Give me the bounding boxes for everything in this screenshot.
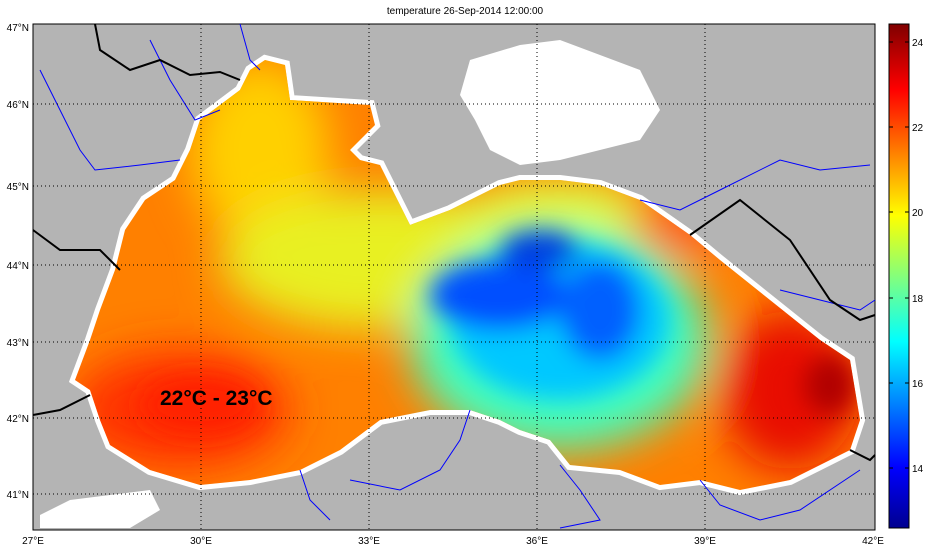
colorbar-tick: 18 bbox=[912, 294, 924, 305]
colorbar-tick: 20 bbox=[912, 208, 924, 219]
lon-tick: 33°E bbox=[358, 536, 380, 547]
map-title: temperature 26-Sep-2014 12:00:00 bbox=[386, 6, 544, 17]
lat-tick: 43°N bbox=[7, 338, 29, 349]
colorbar-tick: 14 bbox=[912, 464, 924, 475]
colorbar: 24 22 20 18 16 14 bbox=[888, 23, 924, 529]
colorbar-tick: 16 bbox=[912, 379, 924, 390]
lat-tick: 41°N bbox=[7, 490, 29, 501]
lat-tick: 46°N bbox=[7, 100, 29, 111]
lat-tick: 45°N bbox=[7, 182, 29, 193]
lon-tick: 39°E bbox=[694, 536, 716, 547]
lon-tick: 27°E bbox=[22, 536, 44, 547]
lon-tick: 30°E bbox=[190, 536, 212, 547]
temperature-annotation: 22°C - 23°C bbox=[160, 387, 273, 410]
lon-tick: 42°E bbox=[862, 536, 884, 547]
lat-tick-labels: 47°N 46°N 45°N 44°N 43°N 42°N 41°N bbox=[7, 23, 29, 501]
colorbar-tick: 22 bbox=[912, 123, 924, 134]
borders bbox=[32, 23, 876, 462]
lat-tick: 44°N bbox=[7, 261, 29, 272]
colorbar-tick: 24 bbox=[912, 38, 924, 49]
marmara-sea bbox=[40, 490, 160, 528]
map-frame: 22°C - 23°C bbox=[32, 23, 876, 531]
lat-tick: 42°N bbox=[7, 414, 29, 425]
sea-of-azov bbox=[460, 40, 660, 165]
colorbar-gradient bbox=[888, 23, 910, 529]
lon-tick-labels: 27°E 30°E 33°E 36°E 39°E 42°E bbox=[22, 536, 884, 547]
lat-tick: 47°N bbox=[7, 23, 29, 34]
graticule bbox=[33, 24, 875, 530]
lon-tick: 36°E bbox=[526, 536, 548, 547]
